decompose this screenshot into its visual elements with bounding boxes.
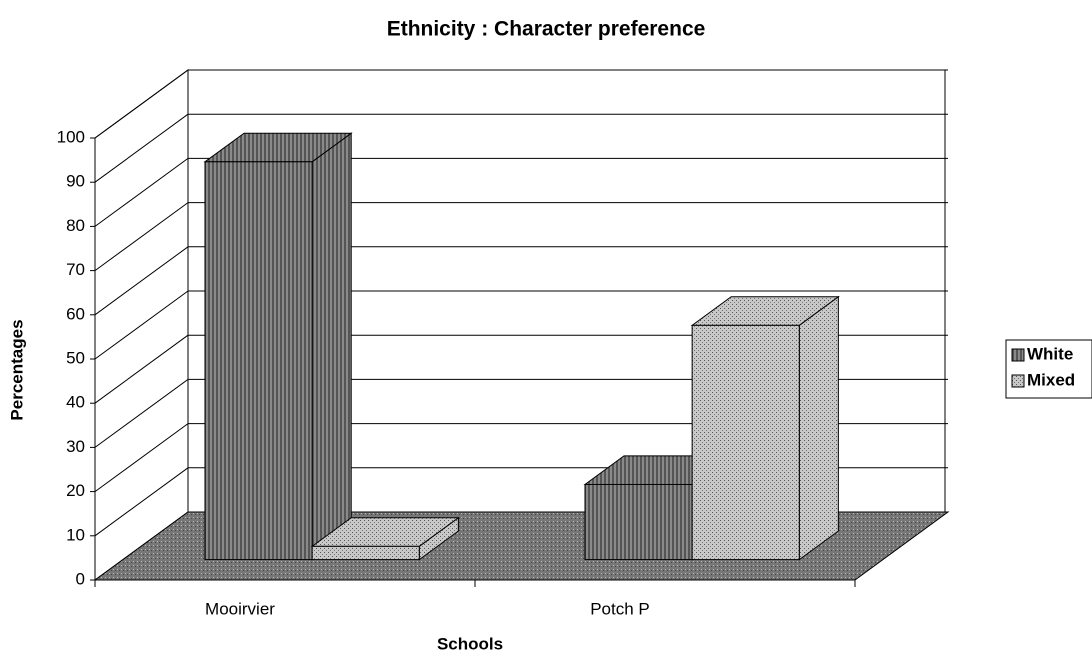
bar: [311, 545, 420, 561]
grid-line: [94, 423, 189, 493]
y-tick-label: 50: [66, 348, 85, 367]
grid-line: [94, 157, 189, 227]
grid-line: [94, 290, 189, 360]
bar: [584, 483, 693, 561]
legend-swatch: [1011, 348, 1025, 362]
grid-line: [94, 467, 189, 537]
y-tick-label: 40: [66, 393, 85, 412]
grid-line: [94, 69, 189, 139]
legend-label: White: [1027, 344, 1073, 363]
y-tick-label: 80: [66, 216, 85, 235]
bar-side: [311, 132, 352, 561]
y-tick-label: 100: [57, 127, 85, 146]
bar: [204, 161, 313, 561]
legend-swatch: [1011, 374, 1025, 388]
y-tick-label: 30: [66, 437, 85, 456]
x-axis-label: Schools: [437, 634, 503, 653]
y-tick-label: 0: [76, 569, 85, 588]
bar: [691, 324, 800, 561]
grid-line: [94, 246, 189, 316]
grid-line: [94, 378, 189, 448]
x-tick-label: Mooirvier: [205, 599, 275, 618]
y-tick-label: 70: [66, 260, 85, 279]
x-tick-label: Potch P: [590, 599, 650, 618]
chart-title: Ethnicity : Character preference: [387, 18, 706, 41]
grid-line: [94, 334, 189, 404]
legend-label: Mixed: [1027, 370, 1075, 389]
y-tick-label: 10: [66, 525, 85, 544]
y-tick-label: 90: [66, 172, 85, 191]
y-axis-label: Percentages: [7, 319, 26, 420]
y-tick-label: 20: [66, 481, 85, 500]
grid-line: [94, 202, 189, 272]
grid-line: [94, 113, 189, 183]
y-tick-label: 60: [66, 304, 85, 323]
bar-side: [798, 295, 839, 561]
